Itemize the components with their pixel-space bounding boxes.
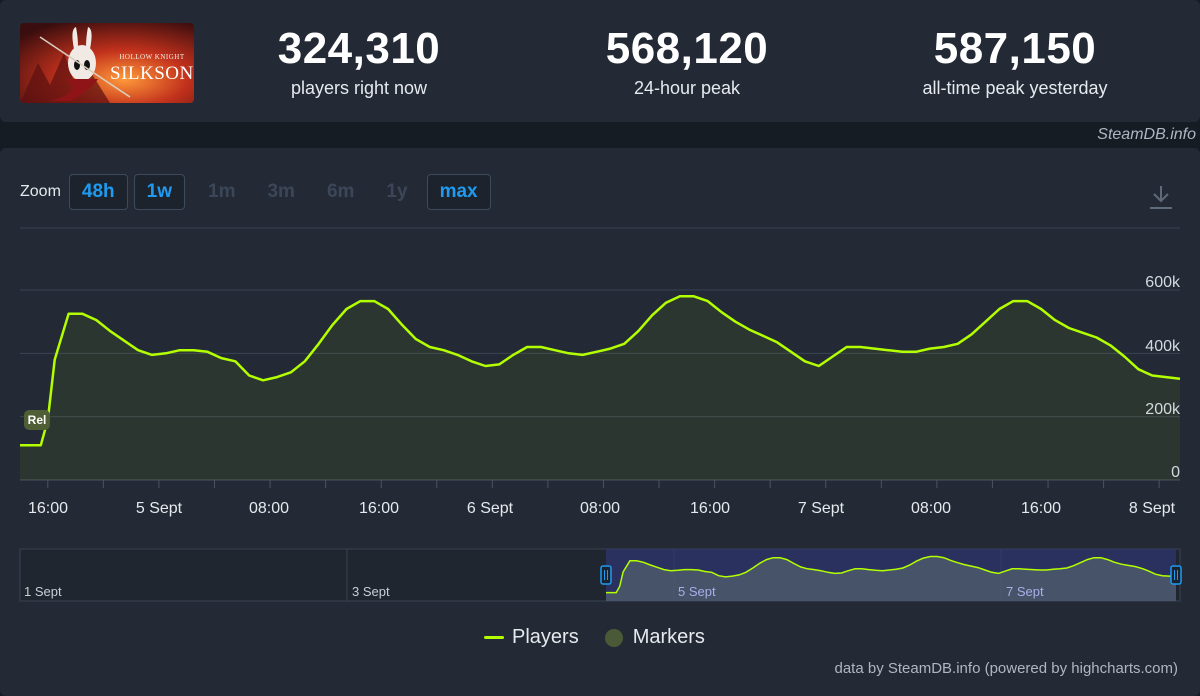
- x-tick-label: 7 Sept: [797, 500, 845, 517]
- stat-label: players right now: [290, 78, 428, 98]
- download-icon[interactable]: [1148, 183, 1174, 211]
- release-marker[interactable]: Rel: [24, 410, 50, 430]
- game-capsule-image[interactable]: HOLLOW KNIGHT SILKSONG: [20, 23, 194, 103]
- legend-markers-label: Markers: [632, 626, 705, 648]
- x-tick-label: 16:00: [358, 500, 400, 517]
- stat-24h-peak: 568,120 24-hour peak: [566, 24, 808, 100]
- x-tick-label: 8 Sept: [1128, 500, 1176, 517]
- chart-panel: [0, 148, 1200, 696]
- navigator-handle-grip: [1170, 565, 1182, 585]
- chart-legend: Players Markers: [484, 626, 731, 649]
- zoom-1w-button[interactable]: 1w: [133, 174, 186, 210]
- navigator-series-area: [606, 556, 1176, 601]
- navigator-series-line: [606, 555, 1177, 594]
- stat-value: 324,310: [277, 24, 441, 73]
- x-tick-label: 08:00: [910, 500, 952, 517]
- game-capsule-art: [20, 23, 194, 103]
- zoom-1m-button[interactable]: 1m: [208, 181, 236, 202]
- stat-value: 587,150: [933, 24, 1097, 73]
- game-logo-title: SILKSONG: [110, 63, 194, 84]
- zoom-3m-button[interactable]: 3m: [267, 181, 295, 202]
- stat-players-now: 324,310 players right now: [238, 24, 480, 100]
- game-logo-subtitle: HOLLOW KNIGHT: [119, 53, 185, 61]
- steamdb-credit[interactable]: SteamDB.info: [1097, 126, 1196, 143]
- players-series-area: [20, 296, 1180, 480]
- x-tick-label: 5 Sept: [135, 500, 183, 517]
- navigator-date-label: 1 Sept: [24, 584, 62, 599]
- y-tick-label: 0: [1171, 464, 1180, 481]
- legend-players[interactable]: Players: [484, 626, 579, 649]
- chart-credits[interactable]: data by SteamDB.info (powered by highcha…: [834, 660, 1179, 677]
- navigator-date-label: 5 Sept: [678, 584, 716, 599]
- zoom-6m-button[interactable]: 6m: [326, 181, 355, 202]
- x-tick-label: 6 Sept: [466, 500, 514, 517]
- players-series-line: [20, 295, 1181, 447]
- x-tick-label: 08:00: [579, 500, 621, 517]
- zoom-label: Zoom: [20, 183, 61, 200]
- x-tick-label: 16:00: [27, 500, 69, 517]
- navigator-date-label: 3 Sept: [352, 584, 390, 599]
- x-tick-label: 08:00: [248, 500, 290, 517]
- legend-line-swatch: [484, 636, 504, 639]
- navigator-handle-left[interactable]: [600, 565, 612, 585]
- stat-label: all-time peak yesterday: [922, 78, 1108, 98]
- y-tick-label: 600k: [1145, 274, 1180, 291]
- zoom-max-button[interactable]: max: [426, 174, 491, 210]
- zoom-1y-button[interactable]: 1y: [386, 181, 408, 202]
- x-tick-label: 16:00: [1020, 500, 1062, 517]
- zoom-controls: Zoom 48h 1w 1m 3m 6m 1y max: [20, 174, 497, 210]
- legend-markers[interactable]: Markers: [604, 626, 705, 649]
- stat-value: 568,120: [605, 24, 769, 73]
- x-tick-label: 16:00: [689, 500, 731, 517]
- stat-all-time-peak: 587,150 all-time peak yesterday: [880, 24, 1150, 100]
- legend-dot-swatch: [604, 628, 623, 647]
- stats-panel: [0, 0, 1200, 122]
- zoom-48h-button[interactable]: 48h: [68, 174, 128, 210]
- navigator-date-label: 7 Sept: [1006, 584, 1044, 599]
- y-tick-label: 200k: [1145, 401, 1180, 418]
- legend-players-label: Players: [512, 626, 579, 648]
- navigator-handle-right[interactable]: [1170, 565, 1182, 585]
- navigator-handle-grip: [600, 565, 612, 585]
- y-tick-label: 400k: [1145, 338, 1180, 355]
- stat-label: 24-hour peak: [633, 78, 741, 98]
